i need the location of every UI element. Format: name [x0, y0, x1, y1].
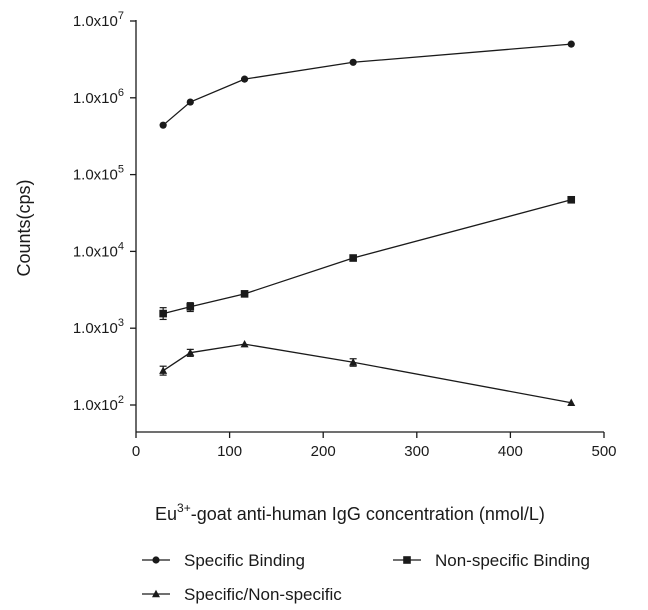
x-tick-label: 500	[591, 443, 616, 460]
legend-label: Specific/Non-specific	[184, 585, 342, 604]
series-line	[162, 199, 572, 315]
y-tick-exponent: 5	[118, 164, 124, 176]
data-point	[349, 58, 357, 66]
x-tick-label: 300	[404, 443, 429, 460]
series-layer	[159, 40, 576, 406]
y-tick-label: 1.0x107	[73, 10, 124, 30]
y-tick-mantissa: 1.0x10	[73, 397, 118, 414]
data-point	[240, 339, 249, 348]
legend: Specific Binding Non-specific Binding Spec…	[142, 551, 590, 604]
y-tick-exponent: 7	[118, 10, 124, 22]
y-tick-label: 1.0x105	[73, 164, 124, 184]
series-line	[162, 43, 572, 126]
x-axis-label: Eu3+-goat anti-human IgG concentration (…	[155, 501, 545, 524]
data-point	[159, 121, 167, 129]
data-point	[186, 98, 194, 106]
data-point	[567, 398, 576, 406]
data-point	[240, 290, 249, 298]
legend-item: Non-specific Binding	[393, 551, 590, 570]
y-tick-mantissa: 1.0x10	[73, 320, 118, 337]
data-point	[567, 195, 576, 204]
y-tick-label: 1.0x104	[73, 240, 124, 260]
data-point	[349, 254, 357, 262]
legend-label: Non-specific Binding	[435, 551, 590, 570]
x-tick-label: 400	[498, 443, 523, 460]
legend-label: Specific Binding	[184, 551, 305, 570]
legend-marker	[152, 556, 160, 564]
series-line	[162, 343, 572, 404]
legend-item: Specific Binding	[142, 551, 305, 570]
x-axis-label-superscript: 3+	[177, 501, 191, 515]
series-specific-binding	[159, 40, 575, 129]
x-axis-label-suffix: -goat anti-human IgG concentration (nmol…	[191, 504, 545, 524]
y-tick-mantissa: 1.0x10	[73, 243, 118, 260]
y-tick-mantissa: 1.0x10	[73, 167, 118, 184]
x-tick-label: 100	[217, 443, 242, 460]
y-tick-exponent: 2	[118, 394, 124, 406]
data-point	[186, 348, 195, 356]
y-tick-mantissa: 1.0x10	[73, 90, 118, 107]
data-point	[349, 358, 358, 366]
y-axis-ticks: 1.0x1021.0x1031.0x1041.0x1051.0x1061.0x1…	[73, 10, 136, 414]
y-tick-label: 1.0x102	[73, 394, 124, 414]
x-axis-label-prefix: Eu	[155, 504, 177, 524]
data-point	[240, 75, 249, 83]
data-point	[567, 40, 575, 48]
legend-item: Specific/Non-specific	[142, 585, 342, 604]
y-tick-exponent: 4	[118, 240, 124, 252]
series-non-specific-binding	[159, 195, 576, 321]
y-tick-exponent: 6	[118, 87, 124, 99]
y-tick-mantissa: 1.0x10	[73, 13, 118, 30]
x-tick-label: 200	[311, 443, 336, 460]
y-tick-exponent: 3	[118, 317, 124, 329]
y-tick-label: 1.0x106	[73, 87, 124, 107]
series-specific-non-specific	[159, 339, 576, 406]
y-tick-label: 1.0x103	[73, 317, 124, 337]
legend-marker	[152, 589, 160, 598]
data-point	[159, 309, 167, 318]
data-point	[186, 302, 195, 311]
x-tick-label: 0	[132, 443, 140, 460]
legend-marker	[403, 556, 411, 564]
y-axis-label: Counts(cps)	[14, 179, 34, 276]
data-point	[159, 366, 168, 374]
x-axis-ticks: 0 100 200 300 400 500	[132, 432, 617, 460]
axes	[135, 20, 604, 433]
